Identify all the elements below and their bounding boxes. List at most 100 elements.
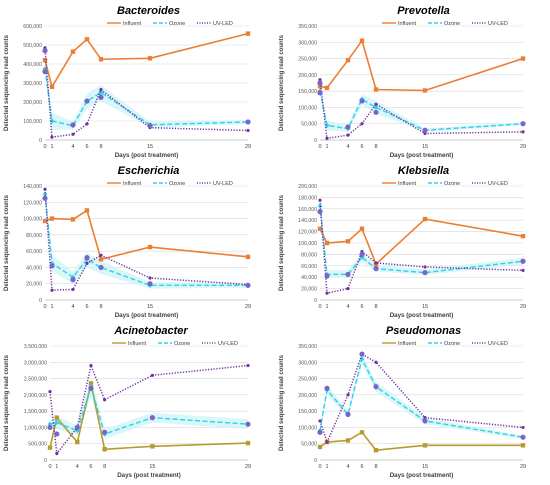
data-point: [422, 270, 428, 276]
data-point: [42, 69, 48, 75]
series-line: [319, 357, 524, 438]
data-point: [71, 287, 75, 292]
y-tick-label: 120,000: [23, 200, 42, 206]
y-tick-label: 200,000: [298, 73, 317, 79]
x-tick-label: 1: [325, 144, 328, 150]
data-point: [54, 431, 60, 437]
series-influent: [317, 38, 526, 93]
y-tick-label: 100,000: [23, 119, 42, 125]
data-point: [521, 130, 525, 134]
y-tick-label: 0: [44, 458, 47, 464]
legend-item-uv: UV-LED: [472, 341, 508, 347]
series-uv-led: [318, 78, 525, 140]
data-point: [374, 261, 378, 265]
x-tick-label: 1: [325, 304, 328, 310]
data-point: [49, 263, 55, 269]
chart-title: Bacteroides: [117, 5, 180, 17]
data-point: [98, 94, 104, 100]
x-tick-label: 8: [99, 304, 102, 310]
x-tick-label: 4: [346, 144, 349, 150]
legend: Influent Ozone UV-LED: [107, 181, 233, 187]
x-tick-label: 0: [48, 464, 51, 470]
data-point: [317, 226, 323, 231]
x-tick-label: 0: [318, 144, 321, 150]
chart-title: Acinetobacter: [113, 325, 188, 337]
y-tick-label: 350,000: [298, 344, 317, 350]
uv-replicate-markers: [47, 385, 251, 437]
data-point: [373, 87, 379, 92]
y-tick-label: 200,000: [298, 393, 317, 399]
data-point: [245, 119, 251, 125]
data-point: [99, 88, 103, 92]
uv-replicate-markers: [42, 48, 251, 129]
data-point: [359, 226, 365, 231]
data-point: [346, 133, 350, 137]
data-point: [359, 98, 365, 104]
series-line: [319, 38, 524, 92]
x-tick-label: 29: [520, 144, 526, 150]
data-point: [85, 122, 89, 126]
y-tick-label: 120,000: [298, 230, 317, 236]
legend-label: UV-LED: [213, 21, 233, 27]
data-point: [373, 109, 379, 115]
ozone-band: [320, 354, 523, 439]
x-tick-label: 29: [520, 464, 526, 470]
data-point: [359, 351, 365, 357]
legend-item-influent: Influent: [382, 341, 417, 347]
data-point: [48, 390, 52, 394]
legend-label: UV-LED: [488, 21, 508, 27]
y-tick-label: 250,000: [298, 377, 317, 383]
data-point: [147, 123, 153, 129]
legend-label: Ozone: [169, 181, 185, 187]
y-tick-label: 80,000: [26, 233, 42, 239]
x-tick-label: 15: [422, 464, 428, 470]
data-point: [374, 360, 378, 364]
data-point: [245, 31, 251, 36]
series-line: [319, 218, 524, 266]
y-tick-label: 1,500,000: [24, 409, 47, 415]
legend-item-ozone: Ozone: [158, 341, 190, 347]
legend-label: Influent: [398, 341, 417, 347]
data-point: [47, 445, 53, 450]
legend: Influent Ozone UV-LED: [107, 21, 233, 27]
data-point: [147, 281, 153, 287]
legend-label: Ozone: [444, 341, 460, 347]
y-tick-label: 3,000,000: [24, 360, 47, 366]
data-point: [84, 37, 90, 42]
chart-title: Klebsiella: [398, 165, 449, 177]
y-axis-label: Detected sequencing read counts: [4, 194, 10, 291]
y-tick-label: 200,000: [298, 184, 317, 190]
x-tick-label: 6: [85, 304, 88, 310]
x-tick-label: 8: [374, 304, 377, 310]
data-point: [85, 261, 89, 265]
data-point: [317, 90, 323, 96]
x-tick-label: 29: [520, 304, 526, 310]
data-point: [318, 198, 322, 202]
data-point: [373, 104, 379, 110]
legend-item-influent: Influent: [107, 181, 142, 187]
y-tick-label: 150,000: [298, 89, 317, 95]
data-point: [49, 84, 55, 89]
legend-label: Ozone: [444, 181, 460, 187]
y-axis-label: Detected sequencing read counts: [279, 354, 285, 451]
data-point: [317, 84, 323, 89]
data-point: [150, 444, 155, 449]
data-point: [325, 291, 329, 295]
x-tick-label: 0: [43, 304, 46, 310]
y-tick-label: 300,000: [298, 40, 317, 46]
data-point: [245, 282, 251, 288]
data-point: [521, 425, 525, 430]
data-point: [520, 56, 526, 61]
legend-label: Influent: [123, 181, 142, 187]
y-tick-label: 250,000: [298, 57, 317, 63]
x-axis-label: Days (post treatment): [115, 152, 179, 159]
data-point: [520, 443, 526, 448]
panel-klebsiella: Klebsiella 0 20,000 40,000 60,000 80,000 100,0…: [279, 165, 526, 319]
legend-item-ozone: Ozone: [428, 21, 460, 27]
x-tick-label: 6: [360, 464, 363, 470]
legend-label: Influent: [398, 181, 417, 187]
y-tick-label: 20,000: [301, 287, 317, 293]
data-point: [317, 429, 323, 435]
y-tick-label: 20,000: [26, 282, 42, 288]
